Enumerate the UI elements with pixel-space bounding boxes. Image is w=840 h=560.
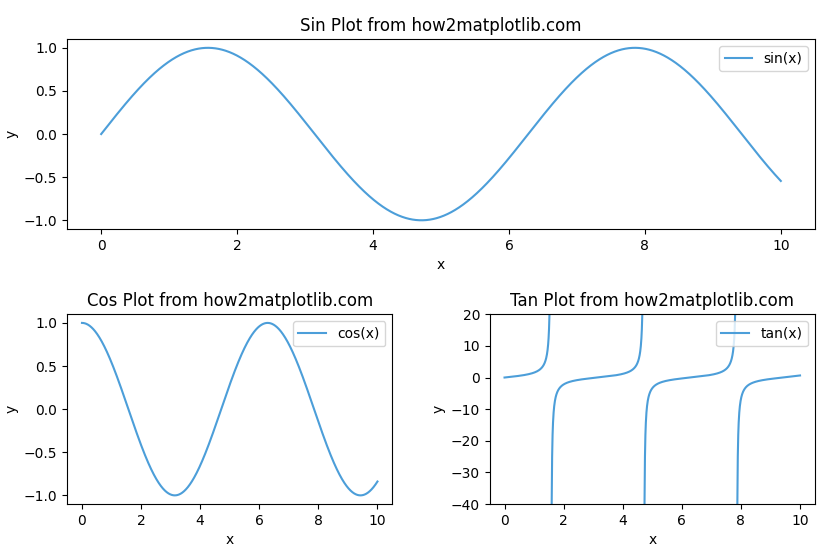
sin(x) xyxy=(757,156,767,162)
tan(x) xyxy=(786,373,796,380)
cos(x) xyxy=(92,330,102,337)
Title: Tan Plot from how2matplotlib.com: Tan Plot from how2matplotlib.com xyxy=(510,292,795,310)
Legend: tan(x): tan(x) xyxy=(716,321,808,346)
tan(x) xyxy=(643,394,654,401)
Y-axis label: y: y xyxy=(4,405,18,413)
Title: Cos Plot from how2matplotlib.com: Cos Plot from how2matplotlib.com xyxy=(87,292,373,310)
sin(x) xyxy=(776,178,786,184)
X-axis label: x: x xyxy=(437,258,445,272)
sin(x) xyxy=(203,44,213,51)
sin(x) xyxy=(409,216,419,223)
Title: Sin Plot from how2matplotlib.com: Sin Plot from how2matplotlib.com xyxy=(300,17,582,35)
Legend: cos(x): cos(x) xyxy=(293,321,386,346)
cos(x) xyxy=(364,488,374,495)
Line: sin(x): sin(x) xyxy=(101,48,781,220)
Legend: sin(x): sin(x) xyxy=(719,46,808,71)
X-axis label: x: x xyxy=(648,533,656,547)
Line: cos(x): cos(x) xyxy=(82,323,377,496)
tan(x) xyxy=(515,372,525,379)
Y-axis label: y: y xyxy=(431,405,445,413)
cos(x) xyxy=(170,492,180,499)
tan(x) xyxy=(500,374,510,381)
cos(x) xyxy=(77,320,87,326)
tan(x) xyxy=(636,346,646,352)
sin(x) xyxy=(756,155,766,162)
sin(x) xyxy=(632,44,642,51)
sin(x) xyxy=(417,217,427,223)
sin(x) xyxy=(131,88,141,95)
sin(x) xyxy=(428,216,438,222)
cos(x) xyxy=(310,408,320,414)
tan(x) xyxy=(795,372,805,379)
sin(x) xyxy=(96,130,106,137)
tan(x) xyxy=(786,373,796,380)
cos(x) xyxy=(213,416,223,422)
cos(x) xyxy=(364,488,374,495)
X-axis label: x: x xyxy=(226,533,234,547)
tan(x) xyxy=(732,501,743,507)
cos(x) xyxy=(372,478,382,485)
Line: tan(x): tan(x) xyxy=(505,62,800,560)
cos(x) xyxy=(221,393,231,399)
Y-axis label: y: y xyxy=(4,130,18,138)
